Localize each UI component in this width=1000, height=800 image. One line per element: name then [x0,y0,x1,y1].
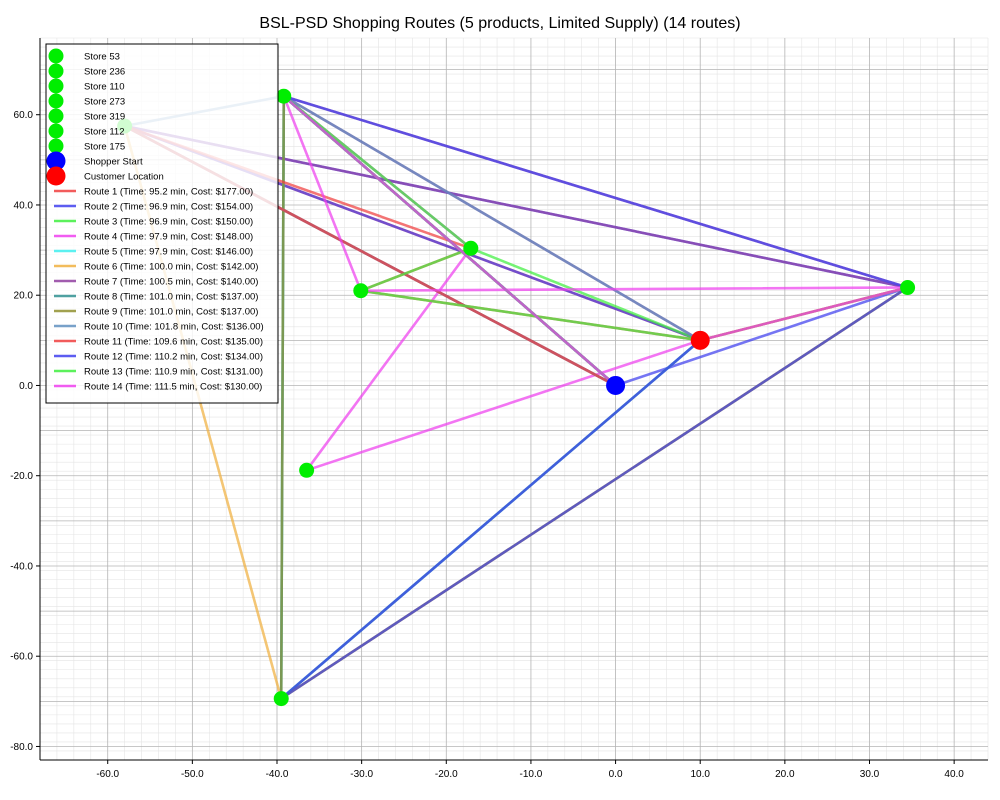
y-tick-label: -20.0 [10,471,33,482]
legend-marker [48,78,64,94]
legend-label: Store 112 [84,127,125,138]
legend-label: Shopper Start [84,157,143,168]
legend-label: Store 110 [84,82,125,93]
legend-label: Route 10 (Time: 101.8 min, Cost: $136.00… [84,322,264,333]
x-tick-label: 30.0 [860,769,880,780]
store-marker[interactable] [353,283,369,299]
legend-label: Route 1 (Time: 95.2 min, Cost: $177.00) [84,187,253,198]
legend-label: Route 2 (Time: 96.9 min, Cost: $154.00) [84,202,253,213]
y-tick-label: -80.0 [10,742,33,753]
legend-marker [46,166,66,186]
ticks: -60.0 -50.0 -40.0 -30.0 -20.0 -10.0 0.0 10.0 20.… [10,110,964,780]
y-tick-label: 40.0 [14,200,34,211]
x-tick-label: -30.0 [350,769,373,780]
axes [39,38,988,761]
legend-label: Route 13 (Time: 110.9 min, Cost: $131.00… [84,367,263,378]
legend-label: Store 236 [84,67,125,78]
legend-marker [48,93,64,109]
y-tick-label: -40.0 [10,561,33,572]
legend-label: Route 4 (Time: 97.9 min, Cost: $148.00) [84,232,253,243]
store-marker[interactable] [900,280,916,296]
x-tick-label: 20.0 [775,769,795,780]
x-tick-label: 0.0 [609,769,623,780]
legend-label: Route 6 (Time: 100.0 min, Cost: $142.00) [84,262,258,273]
legend-marker [48,63,64,79]
legend-label: Route 9 (Time: 101.0 min, Cost: $137.00) [84,307,258,318]
x-tick-label: 40.0 [944,769,964,780]
legend-label: Route 5 (Time: 97.9 min, Cost: $146.00) [84,247,253,258]
x-tick-label: 10.0 [690,769,710,780]
legend-label: Route 14 (Time: 111.5 min, Cost: $130.00… [84,382,262,393]
store-marker[interactable] [299,462,315,478]
x-tick-label: -20.0 [435,769,458,780]
legend-label: Route 3 (Time: 96.9 min, Cost: $150.00) [84,217,253,228]
legend-label: Store 175 [84,142,125,153]
customer-location-marker[interactable] [690,330,710,350]
legend-box [45,43,279,404]
store-marker[interactable] [463,240,479,256]
legend-marker [48,138,64,154]
y-tick-label: 0.0 [19,381,33,392]
legend-label: Route 12 (Time: 110.2 min, Cost: $134.00… [84,352,263,363]
y-tick-label: 60.0 [14,110,34,121]
store-marker[interactable] [273,691,289,707]
legend-label: Route 8 (Time: 101.0 min, Cost: $137.00) [84,292,258,303]
y-tick-label: -60.0 [10,652,33,663]
x-tick-label: -40.0 [266,769,289,780]
legend-label: Store 53 [84,52,120,63]
y-tick-label: 20.0 [14,291,34,302]
legend-marker [46,151,66,171]
legend-label: Customer Location [84,172,164,183]
legend-label: Route 7 (Time: 100.5 min, Cost: $140.00) [84,277,258,288]
legend-label: Store 319 [84,112,125,123]
x-tick-label: -10.0 [520,769,543,780]
chart-title: BSL-PSD Shopping Routes (5 products, Lim… [259,15,740,32]
legend-marker [48,123,64,139]
legend-label: Route 11 (Time: 109.6 min, Cost: $135.00… [84,337,263,348]
x-tick-label: -50.0 [181,769,204,780]
legend-label: Store 273 [84,97,125,108]
legend: Store 53 Store 236 Store 110 Store 273 Store… [45,43,279,404]
legend-marker [48,48,64,64]
shopper-start-marker[interactable] [606,375,626,395]
store-marker[interactable] [276,88,292,104]
legend-marker [48,108,64,124]
x-tick-label: -60.0 [96,769,119,780]
